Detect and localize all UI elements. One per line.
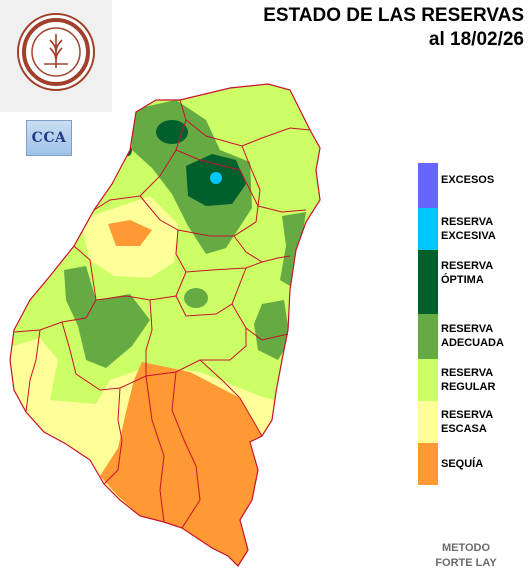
cca-logo: CCA (26, 120, 72, 156)
legend-label: RESERVA EXCESIVA (441, 216, 496, 242)
legend-label: RESERVA ADECUADA (441, 323, 504, 349)
legend-item-reserva-optima: RESERVA ÓPTIMA (418, 250, 528, 314)
legend-swatch (418, 443, 438, 485)
legend-swatch (418, 401, 438, 443)
reserves-map (9, 83, 321, 567)
cca-logo-text: CCA (31, 130, 67, 146)
bolsa-de-cereales-seal-icon (17, 13, 95, 91)
method-line-2: FORTE LAY (435, 557, 497, 569)
adecuada-zone-center (184, 288, 208, 308)
legend-swatch (418, 314, 438, 359)
legend-item-excesos: EXCESOS (418, 163, 528, 208)
legend-item-reserva-adecuada: RESERVA ADECUADA (418, 314, 528, 359)
method-note: METODO FORTE LAY (424, 541, 508, 571)
legend-label: RESERVA ESCASA (441, 409, 494, 435)
title-line-2: al 18/02/26 (428, 29, 524, 50)
legend-swatch (418, 359, 438, 401)
adecuada-zone-center-west (64, 266, 150, 368)
legend-item-reserva-regular: RESERVA REGULAR (418, 359, 528, 401)
method-line-1: METODO (441, 542, 491, 554)
legend-swatch (418, 250, 438, 314)
legend-swatch (418, 208, 438, 250)
legend-item-sequia: SEQUÍA (418, 443, 528, 485)
map-title: ESTADO DE LAS RESERVAS al 18/02/26 (263, 4, 524, 52)
department-borders (13, 99, 311, 529)
logo-area (0, 0, 112, 112)
title-line-1: ESTADO DE LAS RESERVAS (263, 5, 524, 26)
adecuada-zone-east (280, 212, 306, 286)
legend-label: RESERVA REGULAR (441, 367, 496, 393)
optima-zone-north (156, 120, 188, 144)
legend-label: RESERVA ÓPTIMA (441, 260, 494, 286)
legend-item-reserva-excesiva: RESERVA EXCESIVA (418, 208, 528, 250)
province-outline (9, 83, 321, 567)
legend-label: SEQUÍA (441, 458, 484, 470)
legend-label: EXCESOS (441, 174, 495, 186)
legend-swatch (418, 163, 438, 208)
legend-item-reserva-escasa: RESERVA ESCASA (418, 401, 528, 443)
sequia-zone-south (100, 362, 262, 566)
adecuada-zone-south-east (254, 300, 290, 360)
excesiva-spot (210, 172, 222, 184)
sequia-zone-north (108, 220, 152, 246)
